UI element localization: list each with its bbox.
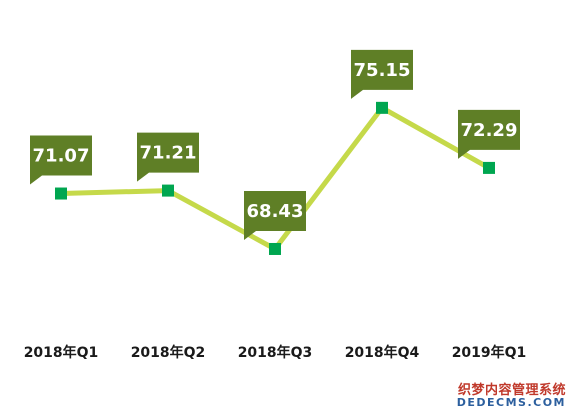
marker-layer bbox=[55, 101, 495, 255]
watermark-line2: DEDECMS.COM bbox=[456, 396, 566, 410]
data-label-box bbox=[244, 190, 306, 240]
data-label: 75.15 bbox=[354, 60, 411, 81]
data-label-box bbox=[137, 132, 199, 182]
data-point-marker bbox=[162, 184, 174, 197]
category-tick-label: 2018年Q4 bbox=[345, 344, 420, 361]
watermark-line1: 织梦内容管理系统 bbox=[457, 382, 566, 398]
category-axis: 2018年Q1 2018年Q2 2018年Q3 2018年Q4 2019年Q1 bbox=[24, 344, 527, 361]
data-point-marker bbox=[483, 161, 495, 174]
category-tick-label: 2018年Q3 bbox=[238, 344, 313, 361]
category-tick-label: 2018年Q1 bbox=[24, 344, 99, 361]
data-label: 68.43 bbox=[247, 201, 304, 222]
watermark: 织梦内容管理系统 DEDECMS.COM bbox=[457, 384, 566, 409]
data-label-layer: 71.07 71.21 68.43 75.15 72.29 bbox=[30, 49, 520, 240]
data-label-box bbox=[351, 49, 413, 99]
category-tick-label: 2019年Q1 bbox=[452, 344, 527, 361]
data-point-marker bbox=[269, 242, 281, 255]
data-label-box bbox=[458, 109, 520, 159]
data-point-marker bbox=[376, 101, 388, 114]
data-label: 71.21 bbox=[140, 143, 197, 164]
category-tick-label: 2018年Q2 bbox=[131, 344, 206, 361]
data-label-box bbox=[30, 135, 92, 185]
data-label: 72.29 bbox=[461, 120, 518, 141]
data-point-marker bbox=[55, 187, 67, 200]
data-label: 71.07 bbox=[33, 146, 90, 167]
